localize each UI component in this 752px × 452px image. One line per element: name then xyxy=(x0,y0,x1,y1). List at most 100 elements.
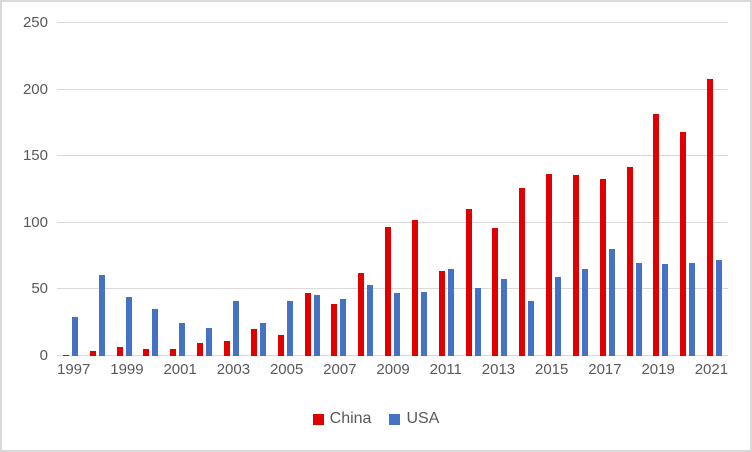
x-axis-label-2009: 2009 xyxy=(376,361,410,378)
bar-china-2021 xyxy=(707,78,714,356)
bar-usa-2012 xyxy=(474,288,481,356)
year-group-2019 xyxy=(648,23,675,356)
gridline-0 xyxy=(57,355,728,356)
x-axis-label-2008 xyxy=(357,361,377,378)
bar-usa-2010 xyxy=(420,292,427,356)
x-axis-label-2019: 2019 xyxy=(641,361,675,378)
x-axis-label-2011: 2011 xyxy=(429,361,462,378)
x-axis-label-2021: 2021 xyxy=(694,361,729,378)
x-axis-label-2020 xyxy=(675,361,695,378)
x-axis-label-2016 xyxy=(568,361,588,378)
bar-usa-2001 xyxy=(179,322,186,356)
year-group-2013 xyxy=(487,23,514,356)
x-axis-label-2017: 2017 xyxy=(588,361,622,378)
gridline-250 xyxy=(57,22,728,23)
bar-china-2008 xyxy=(358,273,365,356)
x-axis-label-2006 xyxy=(303,361,323,378)
legend-marker-usa xyxy=(389,413,401,425)
bar-usa-2004 xyxy=(259,322,266,356)
year-group-2021 xyxy=(701,23,728,356)
year-group-1999 xyxy=(111,23,138,356)
y-axis-tick-label-100: 100 xyxy=(22,213,48,231)
bar-usa-2017 xyxy=(608,249,615,356)
bar-usa-1998 xyxy=(98,274,105,356)
x-axis-label-2001: 2001 xyxy=(163,361,197,378)
x-axis-label-2015: 2015 xyxy=(535,361,569,378)
bar-usa-2016 xyxy=(581,269,588,356)
bar-usa-2009 xyxy=(394,293,401,356)
year-group-2002 xyxy=(191,23,218,356)
year-group-2008 xyxy=(352,23,379,356)
year-group-2009 xyxy=(379,23,406,356)
y-axis-tick-label-0: 0 xyxy=(39,347,48,364)
bar-usa-2020 xyxy=(689,262,696,356)
x-axis-label-1997: 1997 xyxy=(57,361,91,378)
x-axis-label-2003: 2003 xyxy=(216,361,251,378)
year-group-2018 xyxy=(621,23,648,356)
x-axis-label-2012 xyxy=(462,361,482,378)
bar-china-2003 xyxy=(223,341,230,356)
bar-china-2000 xyxy=(143,349,150,356)
gridline-200 xyxy=(57,88,728,90)
year-group-2006 xyxy=(299,23,326,356)
bars-container xyxy=(57,23,728,356)
bar-china-1999 xyxy=(116,346,123,356)
year-group-2015 xyxy=(540,23,567,356)
bar-china-2010 xyxy=(411,220,418,356)
year-group-1997 xyxy=(57,23,84,356)
bar-usa-2003 xyxy=(232,301,239,356)
bar-china-2009 xyxy=(385,226,392,356)
y-axis-tick-label-200: 200 xyxy=(22,80,48,98)
bar-usa-2014 xyxy=(528,301,535,356)
bar-usa-2021 xyxy=(716,260,723,356)
bar-china-2004 xyxy=(250,329,257,356)
y-axis-tick-label-150: 150 xyxy=(22,147,48,165)
year-group-2014 xyxy=(513,23,540,356)
bar-china-2019 xyxy=(653,113,660,356)
bar-china-2006 xyxy=(304,293,311,356)
year-group-2003 xyxy=(218,23,245,356)
bar-china-1998 xyxy=(89,350,96,356)
bar-china-2020 xyxy=(680,132,687,356)
x-axis-label-2000 xyxy=(144,361,164,378)
bar-china-2015 xyxy=(546,173,553,356)
bar-usa-2006 xyxy=(313,294,320,356)
year-group-2011 xyxy=(433,23,460,356)
x-axis-label-2010 xyxy=(410,361,430,378)
bar-china-2002 xyxy=(197,342,204,356)
x-axis-label-2007: 2007 xyxy=(323,361,357,378)
bar-china-2011 xyxy=(438,270,445,356)
bar-usa-2011 xyxy=(447,269,454,356)
gridline-150 xyxy=(57,155,728,157)
x-axis-label-2004 xyxy=(250,361,270,378)
x-axis: 1997 1999 2001 2003 2005 2007 2009 2011 2013 2015… xyxy=(57,361,728,378)
year-group-2000 xyxy=(138,23,165,356)
bar-usa-2002 xyxy=(206,328,213,356)
y-axis-tick-label-250: 250 xyxy=(22,14,48,31)
bar-usa-2007 xyxy=(340,298,347,356)
x-axis-label-2002 xyxy=(197,361,217,378)
y-axis-tick-label-50: 50 xyxy=(31,280,48,298)
bar-usa-2015 xyxy=(555,277,562,356)
bar-usa-2000 xyxy=(152,309,159,356)
bar-china-2017 xyxy=(599,178,606,356)
bar-usa-2008 xyxy=(367,285,374,356)
bar-china-2005 xyxy=(277,334,284,356)
year-group-2001 xyxy=(164,23,191,356)
bar-usa-2019 xyxy=(662,264,669,356)
bar-usa-2018 xyxy=(635,262,642,356)
x-axis-label-2013: 2013 xyxy=(481,361,516,378)
legend: China USA xyxy=(2,410,750,428)
bar-usa-2005 xyxy=(286,301,293,356)
x-axis-label-1998 xyxy=(90,361,110,378)
year-group-2010 xyxy=(406,23,433,356)
x-axis-label-2005: 2005 xyxy=(269,361,304,378)
bar-china-2007 xyxy=(331,304,338,356)
bar-china-2014 xyxy=(519,188,526,356)
year-group-2017 xyxy=(594,23,621,356)
legend-marker-china xyxy=(312,413,324,425)
plot-area xyxy=(57,22,728,356)
year-group-1998 xyxy=(84,23,111,356)
year-group-2020 xyxy=(674,23,701,356)
